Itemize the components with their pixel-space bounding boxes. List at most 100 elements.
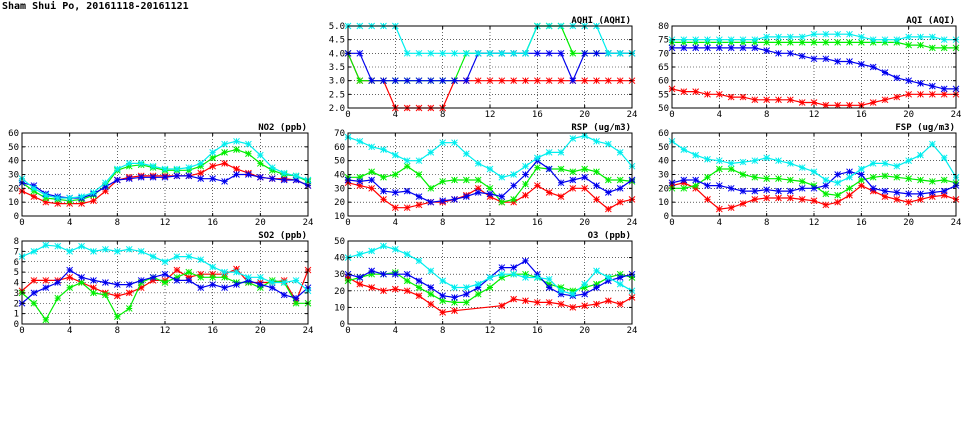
data-point	[905, 190, 913, 198]
data-point	[209, 273, 217, 281]
data-point	[462, 290, 470, 298]
data-point	[161, 270, 169, 278]
data-point	[704, 36, 711, 44]
data-point	[775, 157, 782, 165]
data-point	[197, 256, 205, 264]
data-point	[30, 184, 38, 192]
data-point	[763, 175, 771, 183]
x-tick-label: 0	[669, 218, 674, 228]
chart-title: AQHI (AQHI)	[571, 16, 631, 26]
data-point	[209, 154, 217, 162]
data-point	[786, 194, 794, 202]
data-point	[368, 184, 376, 192]
data-point	[881, 96, 889, 104]
data-point	[78, 242, 85, 250]
data-point	[245, 277, 252, 284]
data-point	[391, 151, 399, 159]
data-point	[173, 277, 181, 284]
data-point	[810, 30, 818, 38]
data-point	[775, 39, 782, 46]
data-point	[474, 77, 482, 85]
data-point	[427, 300, 435, 308]
data-point	[846, 184, 853, 192]
data-point	[798, 164, 806, 171]
x-tick-label: 16	[532, 110, 543, 120]
data-point	[616, 77, 624, 85]
data-point	[474, 189, 482, 196]
data-point	[510, 196, 518, 203]
data-point	[928, 33, 936, 41]
data-point	[292, 294, 300, 302]
data-point	[834, 191, 842, 199]
data-point	[380, 187, 387, 195]
y-tick-label: 0	[340, 320, 345, 330]
y-tick-label: 10	[334, 212, 345, 222]
data-point	[881, 69, 889, 76]
data-point	[78, 279, 85, 286]
data-point	[692, 176, 700, 184]
data-point	[545, 189, 553, 196]
data-point	[209, 263, 217, 271]
data-point	[427, 184, 435, 192]
data-point	[751, 196, 759, 203]
y-tick-label: 3.5	[329, 63, 345, 73]
data-point	[822, 176, 830, 184]
data-point	[474, 290, 482, 298]
data-point	[522, 77, 529, 85]
data-point	[822, 39, 830, 46]
data-point	[356, 280, 364, 288]
data-point	[545, 165, 553, 173]
data-point	[451, 299, 458, 306]
data-point	[917, 196, 924, 203]
x-tick-label: 8	[440, 110, 445, 120]
data-point	[185, 268, 193, 276]
data-point	[380, 146, 387, 153]
y-tick-label: 50	[8, 143, 19, 153]
x-tick-label: 12	[160, 218, 171, 228]
data-point	[474, 184, 482, 192]
data-point	[593, 182, 600, 189]
data-point	[510, 182, 518, 189]
y-tick-label: 2.0	[329, 104, 345, 114]
data-point	[415, 201, 423, 209]
data-point	[593, 196, 600, 203]
data-point	[356, 250, 364, 258]
x-tick-label: 8	[115, 326, 120, 336]
data-point	[834, 58, 842, 65]
data-point	[149, 162, 157, 170]
data-point	[798, 99, 806, 106]
data-point	[439, 297, 447, 305]
y-tick-label: 6	[14, 258, 19, 268]
data-point	[739, 44, 747, 52]
x-tick-label: 20	[579, 218, 590, 228]
data-point	[90, 189, 97, 196]
data-point	[727, 44, 735, 52]
data-point	[427, 290, 435, 298]
y-tick-label: 40	[334, 254, 345, 264]
data-point	[928, 140, 936, 148]
x-tick-label: 12	[809, 110, 820, 120]
data-point	[798, 184, 806, 192]
data-point	[197, 169, 205, 177]
data-point	[474, 176, 482, 184]
data-point	[209, 162, 217, 170]
data-point	[439, 178, 447, 185]
data-point	[692, 182, 700, 189]
data-point	[280, 279, 288, 286]
data-point	[113, 176, 121, 184]
data-point	[368, 284, 376, 291]
data-point	[557, 300, 565, 308]
data-point	[268, 279, 276, 286]
data-point	[569, 184, 577, 192]
data-point	[692, 88, 700, 95]
data-point	[462, 299, 470, 306]
x-tick-label: 24	[627, 218, 638, 228]
x-tick-label: 12	[160, 326, 171, 336]
data-point	[581, 184, 589, 192]
y-tick-label: 10	[334, 303, 345, 313]
data-point	[869, 99, 877, 106]
data-point	[822, 55, 830, 63]
data-point	[569, 49, 577, 57]
data-point	[415, 157, 423, 165]
data-point	[356, 173, 364, 181]
